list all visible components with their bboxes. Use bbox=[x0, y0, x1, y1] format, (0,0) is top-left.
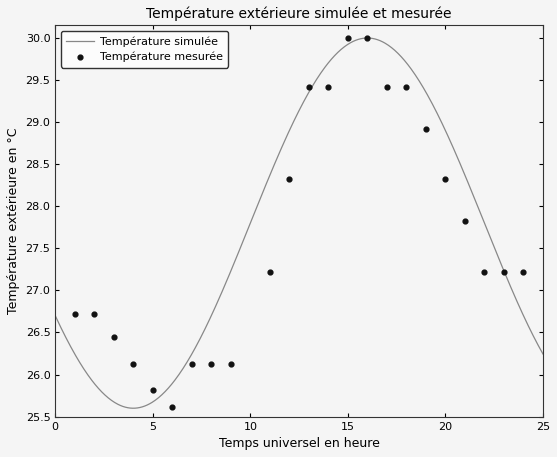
Température mesurée bbox=[402, 83, 411, 90]
Température simulée bbox=[364, 35, 370, 41]
Température mesurée bbox=[441, 175, 450, 183]
Température simulée bbox=[340, 45, 347, 50]
Température simulée bbox=[421, 86, 427, 92]
Température simulée bbox=[273, 156, 280, 162]
Title: Température extérieure simulée et mesurée: Température extérieure simulée et mesuré… bbox=[146, 7, 452, 21]
Température simulée bbox=[139, 404, 146, 409]
Température simulée bbox=[379, 39, 386, 45]
Température mesurée bbox=[285, 175, 294, 183]
Température simulée bbox=[52, 313, 58, 319]
Température mesurée bbox=[480, 268, 489, 276]
Température mesurée bbox=[324, 83, 333, 90]
Line: Température simulée: Température simulée bbox=[55, 38, 543, 408]
Température mesurée bbox=[265, 268, 274, 276]
Température simulée bbox=[178, 368, 185, 374]
Température mesurée bbox=[109, 333, 118, 340]
Température mesurée bbox=[461, 218, 470, 225]
Legend: Température simulée, Température mesurée: Température simulée, Température mesurée bbox=[61, 31, 228, 68]
Température simulée bbox=[540, 351, 546, 357]
Température mesurée bbox=[70, 310, 79, 318]
Température mesurée bbox=[422, 125, 431, 133]
Température mesurée bbox=[344, 34, 353, 42]
X-axis label: Temps universel en heure: Temps universel en heure bbox=[219, 437, 379, 450]
Température mesurée bbox=[187, 361, 196, 368]
Température mesurée bbox=[168, 403, 177, 410]
Température mesurée bbox=[207, 361, 216, 368]
Température mesurée bbox=[383, 83, 392, 90]
Température mesurée bbox=[226, 361, 235, 368]
Y-axis label: Température extérieure en °C: Température extérieure en °C bbox=[7, 128, 20, 314]
Température mesurée bbox=[363, 34, 372, 42]
Température mesurée bbox=[129, 361, 138, 368]
Température mesurée bbox=[305, 83, 314, 90]
Température mesurée bbox=[500, 268, 509, 276]
Température mesurée bbox=[519, 268, 528, 276]
Température mesurée bbox=[148, 386, 157, 393]
Température mesurée bbox=[90, 310, 99, 318]
Température simulée bbox=[130, 405, 137, 411]
